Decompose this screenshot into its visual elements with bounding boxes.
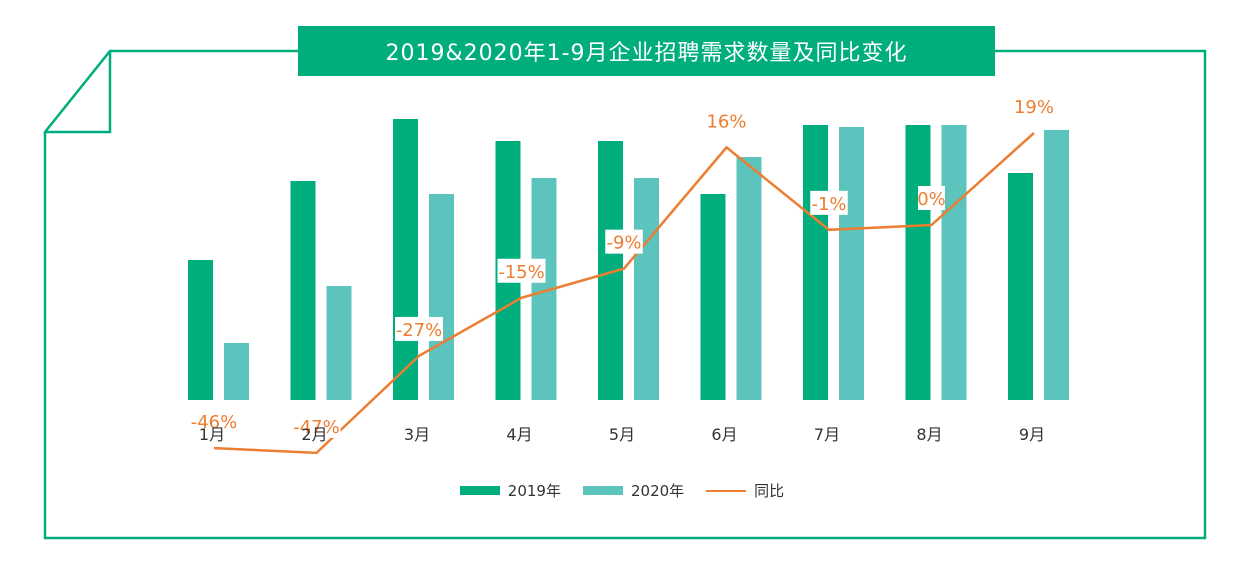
frame [43,49,1207,540]
yoy-data-label: 19% [1014,97,1054,118]
yoy-data-label: -9% [606,233,641,254]
bar-2020-8 [941,125,967,400]
yoy-data-label: 0% [917,189,946,210]
yoy-data-label: 16% [706,111,746,132]
x-tick-label: 2月 [301,425,327,444]
legend-label-2020: 2020年 [630,482,685,500]
bar-2020-1 [224,343,249,400]
yoy-line-group [213,131,1035,455]
x-tick-label: 4月 [506,425,532,444]
legend: 2019年 2020年 同比 [0,480,1244,501]
bar-2020-2 [326,286,352,400]
bar-2020-7 [839,127,864,400]
chart-title: 2019&2020年1-9月企业招聘需求数量及同比变化 [298,26,995,76]
bar-2019-9 [1008,173,1033,400]
bars-group [188,119,1069,400]
data-label-bg [395,316,443,341]
data-label-bg [810,190,848,215]
data-label-bg [190,409,238,434]
x-tick-label: 6月 [711,425,737,444]
x-tick-label: 9月 [1019,425,1045,444]
bar-2019-1 [188,260,213,400]
legend-swatch-2019 [459,486,500,495]
yoy-data-label: -46% [191,412,238,433]
yoy-data-label: -27% [396,320,443,341]
yoy-line [213,131,1035,455]
bar-2019-2 [290,181,316,400]
legend-label-yoy: 同比 [754,482,785,500]
legend-swatch-yoy [706,489,747,492]
legend-item-2020: 2020年 [582,480,685,501]
legend-item-yoy: 同比 [706,480,784,501]
x-tick-label: 5月 [609,425,635,444]
bar-2020-5 [634,178,659,400]
x-axis-ticks: 1月 2月 3月 4月 5月 6月 7月 8月 9月 [199,425,1045,444]
bar-2019-8 [905,125,931,400]
data-labels-group: -46% -47% -27% -15% -9% 16% -1% 0% 19% [190,93,1054,438]
legend-swatch-2020 [582,486,623,495]
bar-2019-7 [803,125,828,400]
legend-label-2019: 2019年 [507,482,561,500]
data-label-bg [918,186,945,210]
legend-item-2019: 2019年 [459,480,561,501]
yoy-data-label: -1% [811,194,846,215]
bar-2019-6 [700,194,726,400]
data-label-bg [1015,93,1053,118]
data-label-bg [605,229,643,254]
x-tick-label: 3月 [404,425,430,444]
data-label-bg [497,258,546,283]
yoy-data-label: -15% [498,262,545,283]
yoy-data-label: -47% [293,417,340,438]
x-tick-label: 1月 [199,425,225,444]
x-tick-label: 8月 [916,425,942,444]
bar-2020-3 [429,194,454,400]
bar-2020-6 [736,157,762,400]
data-label-bg [707,108,746,133]
bar-2020-9 [1044,130,1069,400]
x-tick-label: 7月 [814,425,840,444]
data-label-bg [292,413,341,438]
bar-2019-3 [393,119,418,400]
